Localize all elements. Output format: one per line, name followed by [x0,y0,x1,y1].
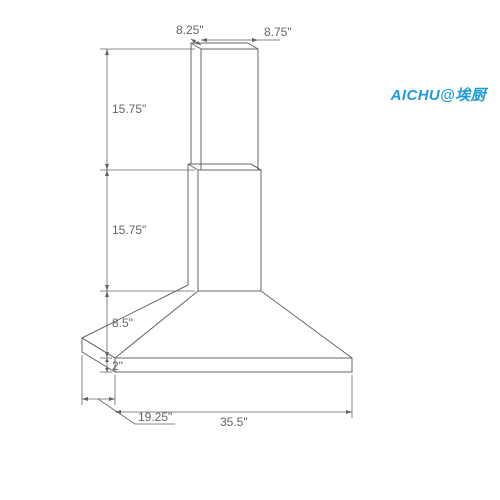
label-canopy: 8.5" [112,316,133,330]
label-upper: 15.75" [112,102,146,116]
label-top-width: 8.75" [264,25,292,39]
upper-chimney [191,43,258,170]
dim-base-height: 2" [105,358,123,373]
dimension-drawing: 8.25" 8.75" 15.75" 15.75" 8.5" [0,0,500,500]
dim-base-depth: 19.25" [82,355,175,424]
dim-top-width: 8.75" [201,25,292,42]
label-base-h: 2" [112,359,123,373]
dim-lower-chimney: 15.75" [105,170,146,291]
label-width: 35.5" [220,415,248,429]
label-top-depth: 8.25" [176,23,204,37]
lower-chimney [188,164,261,291]
dim-upper-chimney: 15.75" [105,49,146,170]
dim-top-depth: 8.25" [176,23,204,45]
brand-logo: AICHU@埃厨 [391,84,486,105]
label-lower: 15.75" [112,223,146,237]
